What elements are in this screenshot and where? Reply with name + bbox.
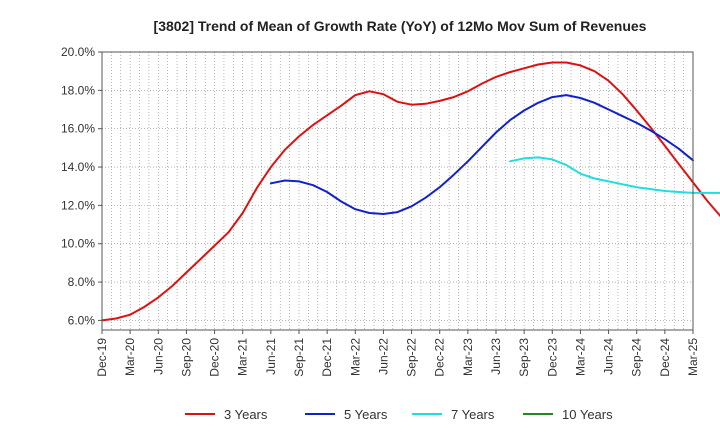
legend: 3 Years 5 Years 7 Years 10 Years [185,407,613,422]
x-tick-label: Sep-22 [405,338,419,377]
y-tick-label: 10.0% [61,237,95,251]
y-tick-label: 16.0% [61,122,95,136]
x-axis: Dec-19 Mar-20 Jun-20 Sep-20 Dec-20 Mar-21 Jun-… [95,330,700,377]
y-tick-label: 18.0% [61,83,95,97]
y-tick-label: 14.0% [61,160,95,174]
x-tick-label: Mar-21 [236,338,250,376]
legend-label: 5 Years [344,407,388,422]
x-tick-label: Dec-20 [208,338,222,377]
legend-label: 7 Years [451,407,495,422]
x-tick-label: Mar-20 [123,338,137,376]
y-tick-label: 8.0% [68,275,96,289]
x-tick-label: Dec-23 [545,338,559,377]
x-tick-label: Jun-21 [264,338,278,375]
chart-title: [3802] Trend of Mean of Growth Rate (YoY… [154,18,647,34]
series-line-3-years [101,61,720,322]
legend-label: 3 Years [224,407,268,422]
x-tick-label: Jun-23 [489,338,503,375]
series-lines [101,61,720,322]
y-tick-label: 12.0% [61,198,95,212]
y-tick-label: 6.0% [68,313,96,327]
x-tick-label: Mar-25 [686,338,700,376]
x-tick-label: Jun-24 [602,338,616,375]
x-tick-label: Jun-20 [151,338,165,375]
x-tick-label: Sep-24 [630,338,644,377]
x-tick-label: Sep-20 [179,338,193,377]
plot-area-border [101,51,694,331]
x-tick-label: Mar-22 [348,338,362,376]
y-tick-label: 20.0% [61,45,95,59]
x-tick-label: Dec-21 [320,338,334,377]
x-tick-label: Sep-21 [292,338,306,377]
x-tick-label: Sep-23 [517,338,531,377]
y-axis: 6.0% 8.0% 10.0% 12.0% 14.0% 16.0% 18.0% 20.0% [61,45,102,327]
x-tick-label: Mar-24 [573,338,587,376]
x-tick-label: Jun-22 [376,338,390,375]
series-line-7-years [509,156,720,194]
series-line-5-years [269,94,694,215]
plot-area-background [102,52,693,330]
grid-lines [101,51,694,330]
x-tick-label: Dec-24 [658,338,672,377]
x-tick-label: Dec-22 [433,338,447,377]
legend-label: 10 Years [562,407,613,422]
x-tick-label: Dec-19 [95,338,109,377]
x-tick-label: Mar-23 [461,338,475,376]
